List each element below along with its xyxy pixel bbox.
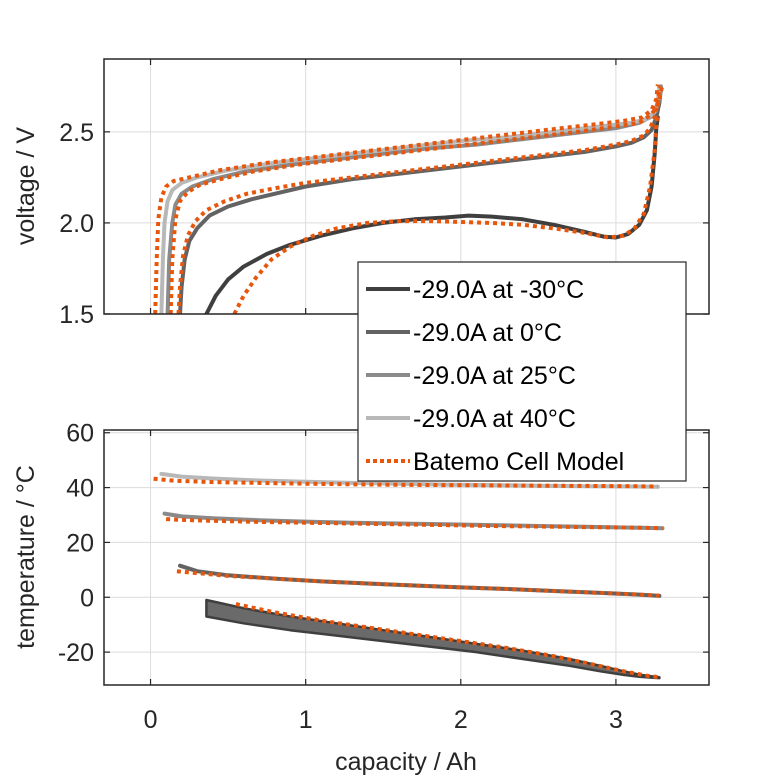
temperature-model-curve-1 bbox=[235, 602, 660, 680]
temperature-series-29-0a-at-30-c bbox=[205, 598, 661, 680]
voltage-panel: 1.5 2.0 2.5 voltage / V bbox=[12, 58, 710, 329]
y-tick-label: 0 bbox=[80, 584, 94, 612]
legend-entry: -29.0A at 25°C bbox=[366, 362, 576, 390]
legend-entry: -29.0A at 40°C bbox=[366, 405, 576, 433]
voltage-model-curve-2 bbox=[176, 86, 662, 314]
legend-label: -29.0A at 0°C bbox=[413, 319, 562, 347]
temperature-curves bbox=[153, 471, 665, 680]
temperature-model-curve-2 bbox=[176, 569, 660, 598]
legend: -29.0A at -30°C -29.0A at 0°C -29.0A at 25… bbox=[357, 261, 687, 482]
temperature-ticks: 0 1 2 3 -20 0 20 40 60 bbox=[58, 420, 709, 734]
temperature-model-curve-3 bbox=[165, 517, 663, 531]
capacity-x-axis-label: capacity / Ah bbox=[335, 748, 477, 776]
voltage-series-29-0a-at-30-c bbox=[204, 115, 660, 314]
legend-label: -29.0A at 40°C bbox=[413, 405, 576, 433]
x-tick-label: 1 bbox=[299, 706, 313, 734]
legend-label: -29.0A at -30°C bbox=[413, 276, 584, 304]
temperature-y-axis-label: temperature / °C bbox=[12, 465, 40, 649]
voltage-y-axis-label: voltage / V bbox=[12, 127, 40, 245]
legend-entry: -29.0A at 0°C bbox=[366, 319, 562, 347]
voltage-model-curve-3 bbox=[168, 84, 665, 314]
legend-entry: -29.0A at -30°C bbox=[366, 276, 584, 304]
x-tick-label: 2 bbox=[454, 706, 468, 734]
y-tick-label: 60 bbox=[66, 420, 94, 448]
x-tick-label: 0 bbox=[144, 706, 158, 734]
y-tick-label: 20 bbox=[66, 529, 94, 557]
legend-box bbox=[357, 261, 687, 482]
voltage-ticks: 1.5 2.0 2.5 bbox=[59, 59, 709, 329]
voltage-model-curve-1 bbox=[232, 113, 660, 314]
voltage-model-curve-4 bbox=[153, 84, 660, 314]
legend-label: -29.0A at 25°C bbox=[413, 362, 576, 390]
legend-entry: Batemo Cell Model bbox=[366, 448, 624, 476]
y-tick-label: 1.5 bbox=[59, 301, 94, 329]
x-tick-label: 3 bbox=[609, 706, 623, 734]
y-tick-label: -20 bbox=[58, 639, 94, 667]
y-tick-label: 40 bbox=[66, 475, 94, 503]
y-tick-label: 2.0 bbox=[59, 210, 94, 238]
y-tick-label: 2.5 bbox=[59, 119, 94, 147]
voltage-curves bbox=[153, 84, 665, 314]
temperature-series-29-0a-at-40-c bbox=[159, 471, 660, 489]
legend-label: Batemo Cell Model bbox=[413, 448, 624, 476]
temperature-model-curve-4 bbox=[153, 476, 658, 489]
